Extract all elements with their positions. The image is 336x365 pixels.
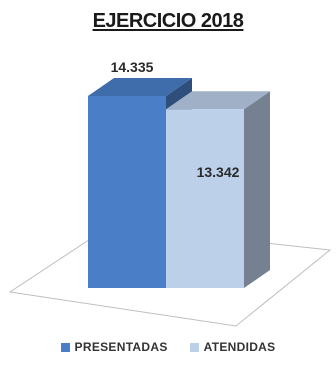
legend-item-atendidas: ATENDIDAS [189,340,276,354]
legend-label-atendidas: ATENDIDAS [203,340,276,354]
bar-top-presentadas [88,78,192,96]
data-label-atendidas: 13.342 [197,164,240,180]
legend-swatch-presentadas [60,342,70,352]
chart-bars-layer [88,78,270,288]
data-label-presentadas: 14.335 [111,59,154,75]
legend-item-presentadas: PRESENTADAS [60,340,168,354]
chart-legend: PRESENTADAS ATENDIDAS [0,340,336,354]
chart-title: EJERCICIO 2018 [0,10,336,33]
legend-label-presentadas: PRESENTADAS [74,340,168,354]
bar-front-presentadas [88,96,166,288]
bar-side-atendidas [244,91,270,288]
chart-labels-layer: 14.335 13.342 [111,59,240,180]
legend-swatch-atendidas [189,342,199,352]
bar-front-atendidas [166,109,244,288]
bar-top-atendidas [166,91,270,110]
chart-title-text: EJERCICIO 2018 [92,10,244,32]
bar-atendidas [166,91,270,288]
